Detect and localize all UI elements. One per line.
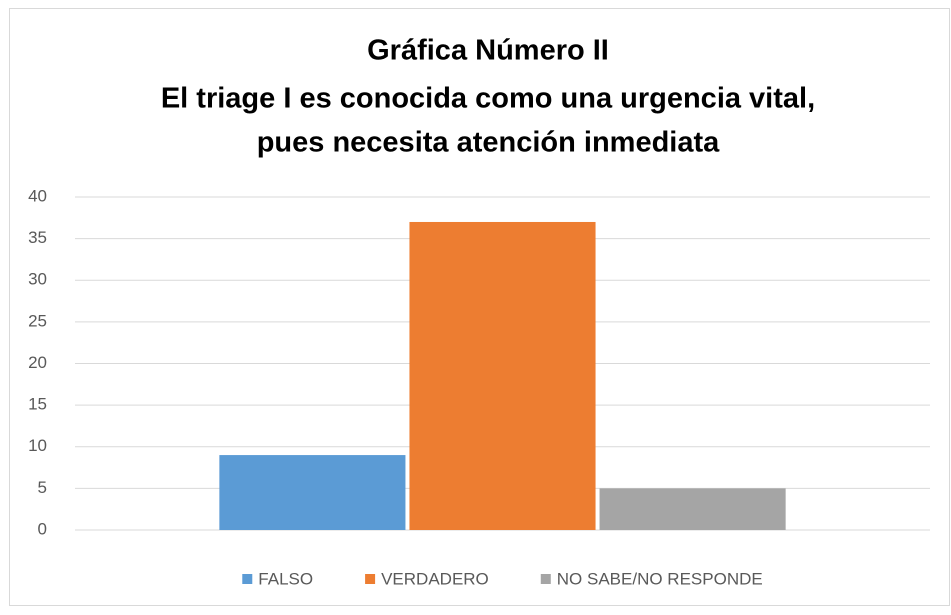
legend-label: VERDADERO [381,569,489,588]
y-tick-label: 15 [28,395,47,414]
chart-title: Gráfica Número II [367,35,609,67]
y-tick-label: 40 [28,186,47,205]
y-tick-label: 20 [28,353,47,372]
legend-swatch [365,574,376,584]
legend-label: NO SABE/NO RESPONDE [557,569,763,588]
y-tick-label: 10 [28,436,47,455]
y-tick-label: 30 [28,270,47,289]
y-tick-label: 25 [28,311,47,330]
bar [599,488,786,530]
y-tick-label: 35 [28,228,47,247]
bar [219,455,406,530]
legend-label: FALSO [258,569,313,588]
legend-swatch [242,574,253,584]
bar [409,221,596,530]
chart-title: El triage I es conocida como una urgenci… [161,83,815,115]
legend-swatch [540,574,551,584]
chart-title: pues necesita atención inmediata [257,127,720,159]
y-tick-label: 0 [38,519,47,538]
y-tick-label: 5 [38,478,47,497]
